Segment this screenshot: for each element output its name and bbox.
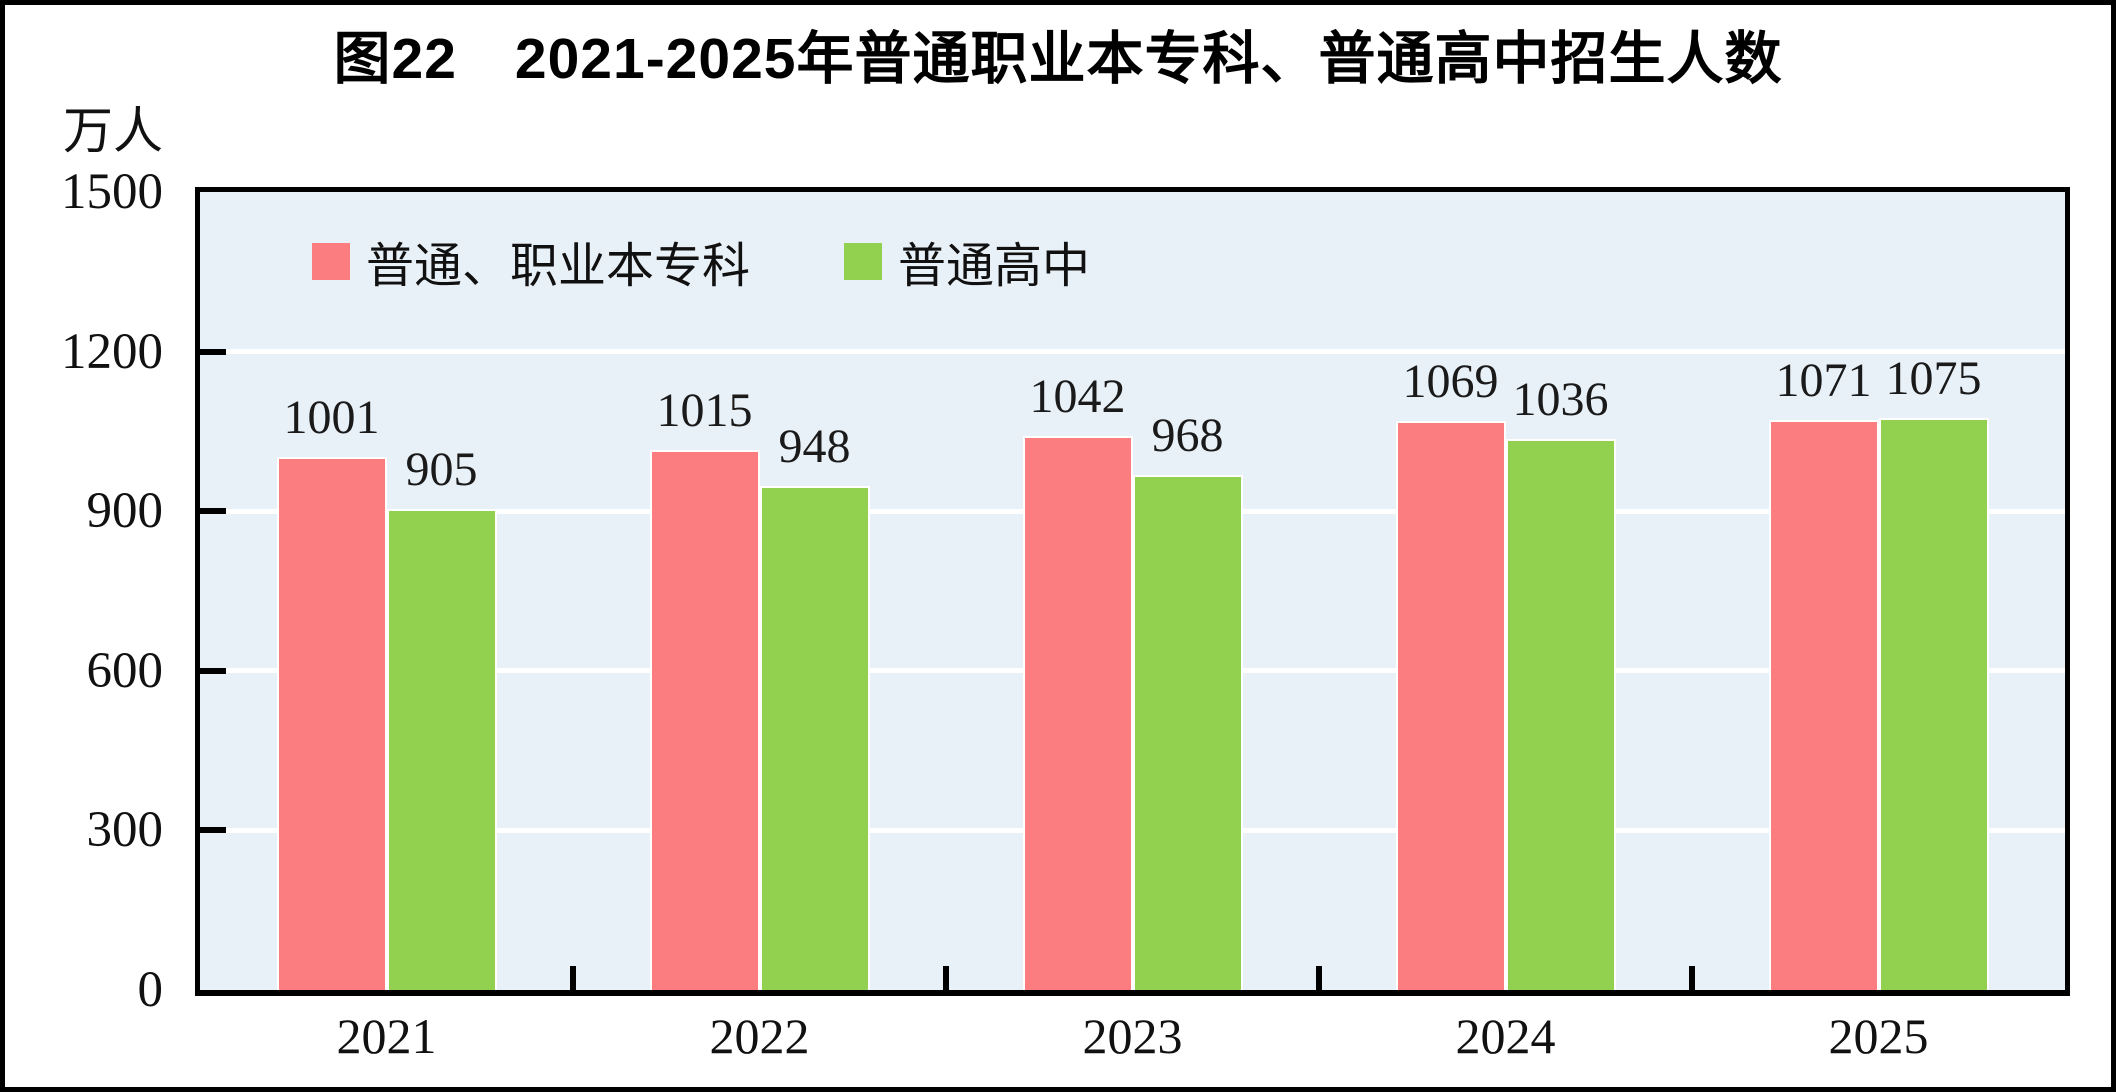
bar-value-label-series2-2025: 1075	[1885, 352, 1982, 406]
bar-series1-2022	[649, 450, 760, 990]
bar-value-label-series1-2022: 1015	[656, 384, 753, 438]
y-axis-label-900: 900	[86, 483, 164, 540]
bar-series2-2021	[386, 508, 497, 990]
bar-value-label-series1-2025: 1071	[1775, 354, 1872, 408]
bar-value-label-series1-2023: 1042	[1029, 369, 1126, 423]
legend-item-series2: 普通高中	[844, 226, 1090, 296]
y-tick-900	[200, 508, 226, 515]
bar-value-label-series1-2024: 1069	[1402, 355, 1499, 409]
legend-label-series1: 普通、职业本专科	[366, 240, 751, 293]
x-axis-label-2022: 2022	[709, 1008, 810, 1064]
x-tick-boundary-3	[1316, 966, 1322, 990]
bar-series1-2024	[1395, 421, 1506, 990]
bar-series2-2023	[1132, 475, 1243, 990]
legend-item-series1: 普通、职业本专科	[312, 226, 750, 296]
y-tick-1200	[200, 348, 226, 355]
x-tick-boundary-2	[943, 966, 949, 990]
bar-series1-2023	[1022, 435, 1133, 990]
bar-value-label-series2-2023: 968	[1151, 409, 1224, 463]
bar-value-label-series2-2022: 948	[778, 419, 851, 473]
y-axis-label-1200: 1200	[61, 323, 163, 380]
bar-value-label-series2-2024: 1036	[1512, 372, 1609, 426]
legend-label-series2: 普通高中	[898, 240, 1091, 293]
y-axis-label-0: 0	[137, 962, 164, 1018]
x-axis-label-2021: 2021	[336, 1008, 437, 1064]
bar-series1-2021	[276, 457, 387, 990]
y-axis-label-300: 300	[86, 802, 164, 859]
y-axis-label-600: 600	[86, 642, 164, 699]
plot-inner: 1001 905 1015 948 1042 968 1069 1036 1071 1075 普通…	[200, 192, 2065, 990]
y-tick-600	[200, 667, 226, 674]
y-axis-unit-label: 万人	[63, 103, 163, 159]
x-tick-boundary-4	[1689, 966, 1695, 990]
y-axis-label-1500: 1500	[61, 164, 163, 220]
y-tick-300	[200, 827, 226, 834]
bar-value-label-series2-2021: 905	[405, 442, 478, 496]
bar-series2-2024	[1505, 438, 1616, 990]
bar-series1-2025	[1768, 420, 1879, 990]
x-axis-label-2024: 2024	[1455, 1008, 1556, 1064]
bar-value-label-series1-2021: 1001	[283, 391, 380, 445]
legend: 普通、职业本专科 普通高中	[312, 226, 1090, 296]
x-tick-boundary-1	[570, 966, 576, 990]
gridline-1200	[200, 349, 2065, 355]
chart-title: 图22 2021-2025年普通职业本专科、普通高中招生人数	[333, 27, 1783, 91]
bar-series2-2022	[759, 485, 870, 990]
x-axis-label-2023: 2023	[1082, 1008, 1183, 1064]
x-axis-label-2025: 2025	[1828, 1008, 1929, 1064]
plot-area: 1001 905 1015 948 1042 968 1069 1036 1071 1075 普通…	[195, 187, 2070, 996]
bar-series2-2025	[1878, 418, 1989, 990]
legend-swatch-series1	[312, 242, 350, 280]
legend-swatch-series2	[844, 242, 883, 280]
